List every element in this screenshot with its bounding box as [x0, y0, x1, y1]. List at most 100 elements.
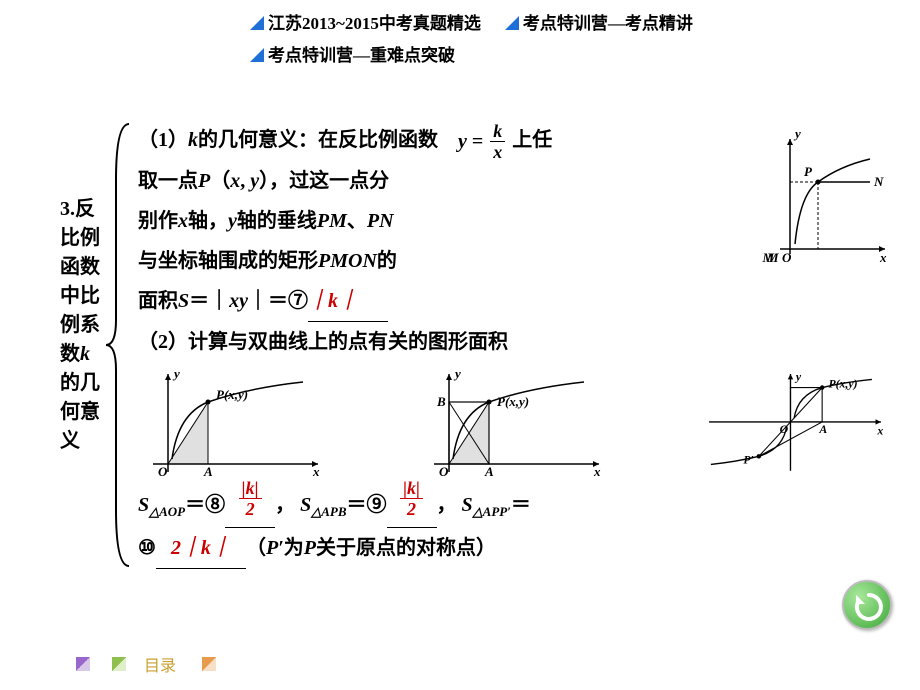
diagram-3: P(x,y) P′ O A y x [700, 364, 890, 479]
t: ），过这一点分 [259, 170, 389, 192]
t: S [300, 494, 311, 516]
t: PN [367, 210, 394, 232]
nav-text-3: 考点特训营—重难点突破 [268, 46, 455, 65]
answer-8: |k|2 [225, 479, 275, 528]
nav-item-2[interactable]: 考点特训营—考点精讲 [505, 8, 693, 40]
svg-text:A: A [484, 464, 494, 479]
refresh-icon [852, 590, 886, 624]
t: △APB [311, 504, 346, 519]
svg-text:y: y [172, 366, 180, 381]
t: （ [210, 170, 230, 192]
t: 为 [284, 537, 304, 559]
svg-text:O: O [780, 423, 789, 436]
t: （1） [138, 129, 188, 151]
t: ， [275, 494, 295, 516]
t: 、 [347, 210, 367, 232]
t: △AOP [149, 504, 185, 519]
svg-text:P: P [804, 164, 813, 179]
footer-square-icon[interactable] [76, 657, 90, 671]
t: P [304, 537, 316, 559]
t: ＝⑧ [185, 494, 225, 516]
footer-square-icon[interactable] [202, 657, 216, 671]
main-content: 3.反比例函数中比例系数k的几何意义 P N M M O y x [60, 120, 890, 630]
section-label: 3.反比例函数中比例系数k的几何意义 [60, 195, 102, 456]
svg-text:A: A [818, 423, 827, 436]
nav-marker-icon [505, 16, 519, 30]
t: , [240, 170, 250, 192]
t: x [230, 170, 240, 192]
diagram-2: P(x,y) B O A y x [419, 364, 609, 479]
nav-marker-icon [250, 16, 264, 30]
svg-text:P(x,y): P(x,y) [216, 387, 248, 402]
content-body: P N M M O y x （1）k的几何意义：在反比例函数 y = kx 上任… [138, 120, 890, 569]
t: y [250, 170, 259, 192]
refresh-button[interactable] [842, 580, 892, 630]
t: 取一点 [138, 170, 198, 192]
t: ＝｜ [189, 290, 229, 312]
footer-square-icon[interactable] [112, 657, 126, 671]
t: k [188, 129, 198, 151]
t: 面积 [138, 290, 178, 312]
svg-text:A: A [203, 464, 213, 479]
t: 与坐标轴围成的矩形 [138, 250, 318, 272]
t: y [228, 210, 237, 232]
t: 的 [377, 250, 397, 272]
t: S [138, 494, 149, 516]
t: 轴的垂线 [237, 210, 317, 232]
t: ⑩ [138, 537, 156, 559]
svg-text:P′: P′ [743, 454, 753, 467]
svg-text:O: O [439, 464, 449, 479]
nav-text-2: 考点特训营—考点精讲 [523, 14, 693, 33]
blank [358, 281, 388, 322]
svg-text:x: x [879, 250, 887, 264]
svg-text:M: M [766, 250, 779, 264]
footer-link-toc[interactable]: 目录 [144, 658, 176, 675]
t: △APP′ [473, 504, 511, 519]
t: ｜＝⑦ [248, 290, 308, 312]
nav-item-3[interactable]: 考点特训营—重难点突破 [250, 40, 455, 72]
t: P [198, 170, 210, 192]
svg-text:x: x [876, 425, 883, 438]
section-number: 3. [60, 198, 75, 220]
t: ， [437, 494, 457, 516]
svg-text:y: y [794, 371, 802, 384]
answer-10: 2｜k｜ [156, 528, 246, 569]
svg-text:x: x [593, 464, 601, 479]
diagram-1: P(x,y) O A y x [138, 364, 328, 479]
svg-text:y: y [793, 126, 801, 141]
nav-text-1: 江苏2013~2015中考真题精选 [268, 14, 481, 33]
t: P′ [266, 537, 284, 559]
footer-nav: 目录 [76, 652, 234, 676]
t: ＝ [511, 494, 531, 516]
t: 的几何意义：在反比例函数 [198, 129, 453, 151]
svg-text:N: N [873, 174, 884, 189]
t: 上任 [512, 129, 552, 151]
t: S [462, 494, 473, 516]
svg-text:x: x [312, 464, 320, 479]
t: 别作 [138, 210, 178, 232]
svg-text:P(x,y): P(x,y) [828, 378, 857, 391]
svg-text:P(x,y): P(x,y) [497, 394, 529, 409]
svg-text:y: y [453, 366, 461, 381]
brace-icon [104, 120, 134, 570]
nav-marker-icon [250, 48, 264, 62]
t: （2）计算与双曲线上的点有关的图形面积 [138, 331, 508, 353]
t: xy [229, 290, 248, 312]
svg-text:O: O [782, 250, 792, 264]
t: 轴， [188, 210, 228, 232]
svg-text:B: B [436, 394, 446, 409]
t: = [467, 130, 488, 152]
answer-7: ｜k｜ [308, 281, 358, 322]
t: PMON [318, 250, 377, 272]
svg-text:O: O [158, 464, 168, 479]
fraction: kx [490, 122, 505, 161]
t: S [178, 290, 189, 312]
diagram-top-right: P N M M O y x [740, 124, 890, 264]
header-nav: 江苏2013~2015中考真题精选 考点特训营—考点精讲 考点特训营—重难点突破 [250, 8, 880, 73]
t: x [178, 210, 188, 232]
nav-item-1[interactable]: 江苏2013~2015中考真题精选 [250, 8, 481, 40]
t: PM [317, 210, 347, 232]
answer-9: |k|2 [387, 479, 437, 528]
t: （ [246, 537, 266, 559]
t: 关于原点的对称点） [316, 537, 496, 559]
